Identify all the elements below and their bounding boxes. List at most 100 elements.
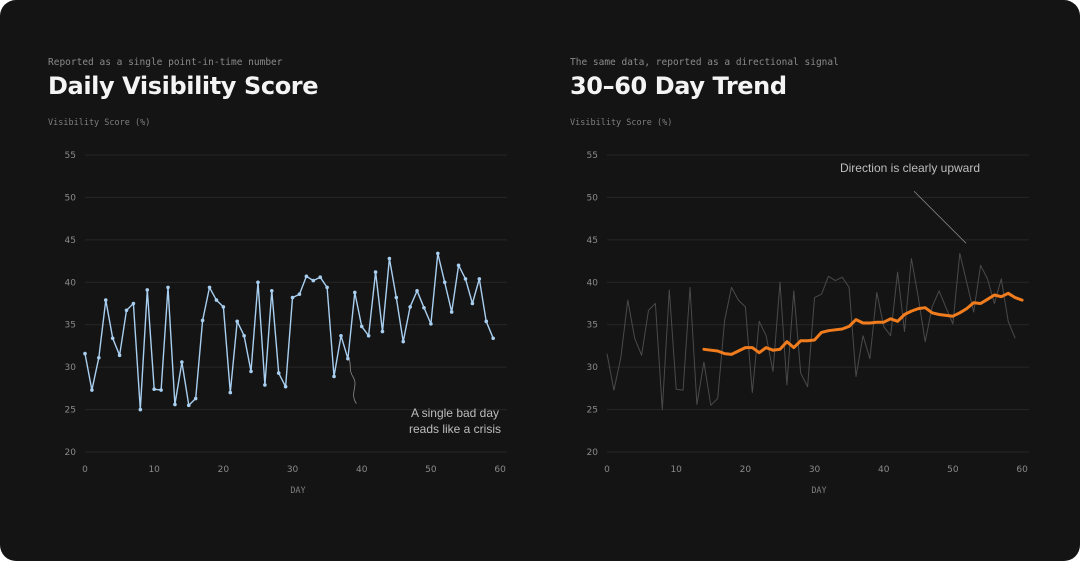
x-tick-label: 20 [218,465,230,475]
y-tick-label: 40 [587,278,599,288]
x-tick-label: 0 [604,465,610,475]
data-point [449,310,454,314]
data-point [159,388,163,392]
data-point [166,285,170,290]
data-point [256,280,260,285]
data-point [429,322,433,326]
data-point [124,308,129,313]
x-tick-label: 40 [356,465,368,475]
data-point [138,407,143,412]
y-axis-label: Visibility Score (%) [570,118,673,128]
y-tick-label: 55 [65,151,76,161]
data-point [332,374,336,379]
upward-annotation: Direction is clearly upward [800,160,1020,176]
y-tick-label: 50 [65,193,77,203]
data-point [401,339,406,344]
x-tick-label: 50 [425,465,437,475]
raw-daily-line [606,252,1016,411]
data-point [221,305,226,309]
data-point [477,277,482,281]
data-point [235,319,239,324]
data-point [290,295,295,300]
trend-line [702,291,1024,356]
x-tick-label: 30 [287,465,299,475]
annotation-line-2: reads like a crisis [408,422,502,436]
data-point [339,333,343,338]
x-tick-label: 0 [82,465,88,475]
x-tick-label: 30 [809,465,821,475]
x-tick-label: 50 [947,465,959,475]
data-point [380,329,385,334]
data-point [186,403,191,408]
annotation-line-1: A single bad day [410,406,500,420]
data-point [387,256,392,261]
data-point [359,324,364,329]
x-axis-label: DAY [811,486,827,496]
daily-score-chart: 20 25 30 35 40 45 50 55 0 10 20 30 40 50 60 [65,151,507,475]
x-tick-label: 10 [148,465,160,475]
data-point [373,270,378,274]
chart-subtitle: The same data, reported as a directional… [570,57,839,68]
data-point [90,388,94,392]
data-point [422,305,426,310]
chart-subtitle: Reported as a single point-in-time numbe… [48,57,283,68]
y-tick-label: 45 [587,236,598,246]
annotation-connector [349,359,357,404]
data-point [456,263,461,268]
y-tick-label: 40 [65,278,77,288]
data-point [152,387,156,392]
y-tick-label: 25 [65,406,76,416]
data-point [97,356,101,360]
y-tick-label: 30 [587,363,599,373]
chart-title: Daily Visibility Score [48,72,319,100]
daily-score-panel: Reported as a single point-in-time numbe… [48,57,507,496]
data-point [276,371,281,375]
data-point [491,336,495,341]
x-tick-label: 60 [494,465,506,475]
data-point [283,384,288,389]
data-point [110,336,115,341]
data-point [394,295,399,300]
data-point [180,360,184,364]
data-point [263,383,267,387]
data-point [228,390,233,395]
data-point [193,396,198,401]
data-point [207,285,212,290]
data-point [131,301,136,306]
data-point [242,333,246,338]
data-point [173,402,177,407]
y-tick-label: 35 [65,321,76,331]
data-point [484,319,489,324]
data-point [346,356,350,361]
data-point [249,369,253,374]
x-tick-label: 20 [740,465,752,475]
data-point [366,333,371,338]
x-tick-label: 10 [670,465,682,475]
y-tick-label: 45 [65,236,76,246]
data-point [200,318,205,323]
data-point [318,275,323,279]
data-point [103,298,108,302]
y-tick-label: 25 [587,406,598,416]
data-point [325,285,329,290]
data-point [145,288,150,292]
data-point [117,353,122,358]
data-point [353,290,357,295]
data-point [408,305,412,309]
data-point [436,251,440,256]
data-point [269,288,274,293]
x-axis-label: DAY [290,486,306,496]
chart-title: 30–60 Day Trend [570,72,787,100]
x-tick-label: 40 [878,465,890,475]
y-tick-label: 20 [65,448,77,458]
data-point [463,277,468,281]
data-point [470,301,475,306]
trend-chart: 20 25 30 35 40 45 50 55 0 10 20 30 40 50 60 [587,151,1029,475]
y-axis-label: Visibility Score (%) [48,118,151,128]
data-point [297,292,302,296]
y-tick-label: 50 [587,193,599,203]
y-tick-label: 55 [587,151,598,161]
data-point [442,280,447,285]
data-point [311,278,316,283]
data-point [214,298,219,302]
